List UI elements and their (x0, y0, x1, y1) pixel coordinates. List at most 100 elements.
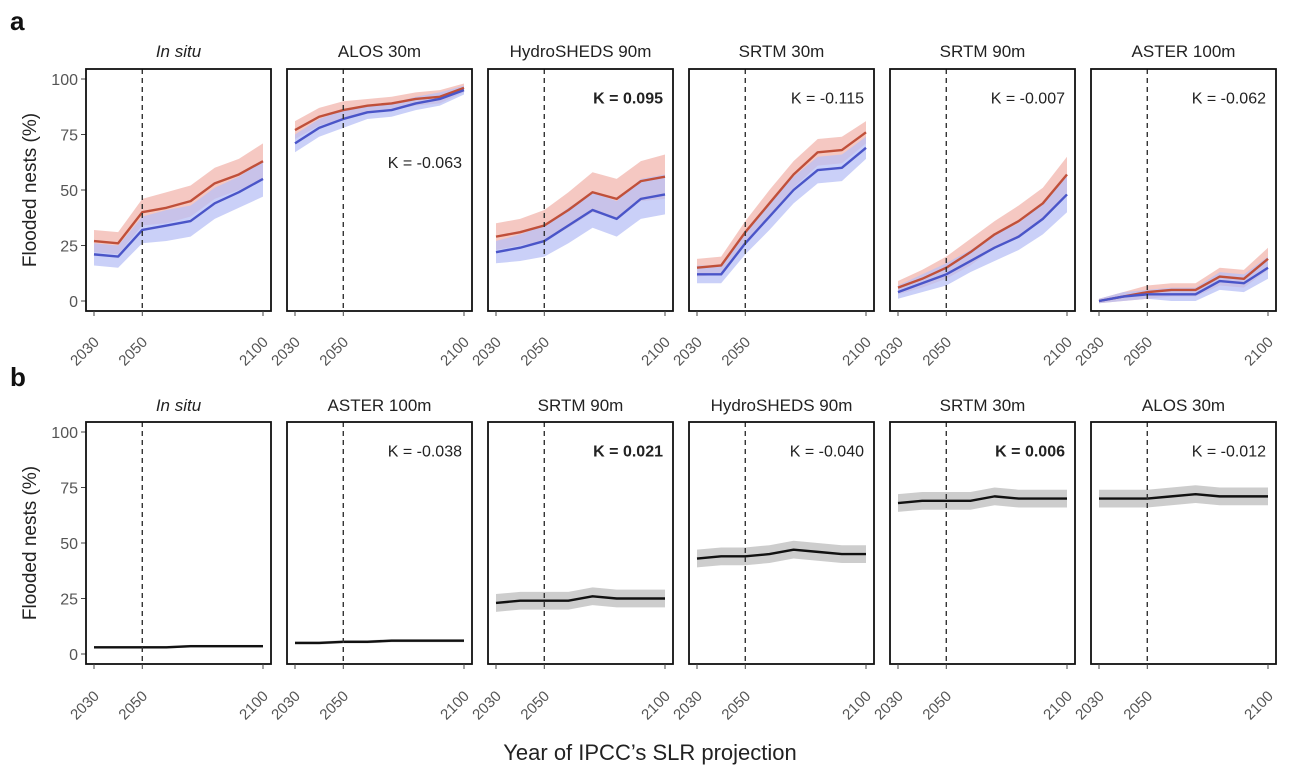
kappa-annotation: K = 0.006 (995, 443, 1065, 460)
panel-data (294, 83, 465, 153)
panel-frame (889, 421, 1076, 665)
x-tick-label: 2100 (638, 688, 674, 724)
ci-band-blue (898, 176, 1067, 299)
x-tick-label: 2100 (236, 334, 272, 370)
panel-b-3: SRTM 90m K = 0.021 2030 2050 2100 (469, 396, 674, 723)
series-line-red (897, 173, 1068, 289)
panel-b-6: ALOS 30m K = -0.012 2030 2050 2100 (1072, 396, 1277, 723)
kappa-annotation: K = -0.062 (1192, 90, 1266, 107)
y-tick-label: 25 (60, 592, 78, 609)
panel-frame (487, 68, 674, 312)
series-line-blue (93, 177, 264, 258)
x-tick-label: 2100 (1040, 334, 1076, 370)
series-line-black (94, 645, 263, 649)
y-tick-label: 100 (51, 72, 78, 89)
panel-b-5: SRTM 30m K = 0.006 2030 2050 2100 (871, 396, 1076, 723)
panel-title: HydroSHEDS 90m (711, 396, 853, 415)
y-tick-label: 75 (60, 481, 78, 498)
panel-a-4: SRTM 30m K = -0.115 2030 2050 2100 (670, 42, 875, 369)
panel-title: SRTM 90m (538, 396, 624, 415)
panel-data (897, 156, 1068, 299)
panel-data (696, 540, 866, 568)
x-tick-label: 2050 (919, 334, 955, 370)
x-tick-label: 2030 (268, 334, 304, 370)
panel-data (495, 587, 665, 612)
y-axis-title: Flooded nests (%) (20, 466, 41, 620)
x-tick-label: 2100 (1241, 334, 1277, 370)
ci-band-blue (697, 136, 866, 284)
y-tick-label: 25 (60, 239, 78, 256)
y-tick-label: 0 (69, 294, 78, 311)
panel-frame (85, 421, 272, 665)
series-line-black (495, 595, 665, 605)
panel-frame (286, 421, 473, 665)
ci-band-blue (1099, 256, 1268, 304)
panel-a-3: HydroSHEDS 90m K = 0.095 2030 2050 2100 (469, 42, 674, 369)
series-line-black (1099, 492, 1268, 500)
kappa-annotation: K = -0.012 (1192, 443, 1266, 460)
kappa-annotation: K = 0.021 (593, 443, 663, 460)
panel-data (495, 154, 666, 264)
x-tick-label: 2050 (316, 334, 352, 370)
x-tick-label: 2100 (1241, 688, 1277, 724)
ci-band-black (697, 540, 866, 568)
x-axis-title: Year of IPCC’s SLR projection (503, 740, 797, 765)
panel-b-1: In situ 2030 2050 2100 (67, 396, 272, 723)
panel-title: SRTM 90m (940, 42, 1026, 61)
x-tick-label: 2050 (718, 688, 754, 724)
panel-data (897, 487, 1067, 512)
x-tick-label: 2030 (67, 334, 103, 370)
y-tick-label: 0 (69, 647, 78, 664)
x-tick-label: 2030 (670, 334, 706, 370)
panel-b-4: HydroSHEDS 90m K = -0.040 2030 2050 2100 (670, 396, 875, 723)
x-tick-label: 2050 (1120, 688, 1156, 724)
panel-frame (1090, 421, 1277, 665)
panel-title: ASTER 100m (328, 396, 432, 415)
panel-frame (1090, 68, 1277, 312)
series-line-red (294, 86, 465, 132)
y-tick-label: 50 (60, 183, 78, 200)
series-line-black (696, 548, 866, 560)
panel-data (295, 639, 464, 645)
ci-band-red (1099, 247, 1268, 304)
series-line-red (93, 160, 264, 245)
y-axis-title: Flooded nests (%) (20, 113, 41, 267)
x-tick-label: 2030 (871, 334, 907, 370)
row-label-b: b (10, 362, 26, 392)
panel-title: SRTM 30m (940, 396, 1026, 415)
series-line-blue (294, 88, 465, 145)
x-tick-label: 2030 (1072, 334, 1108, 370)
x-tick-label: 2100 (839, 334, 875, 370)
kappa-annotation: K = -0.063 (388, 155, 462, 172)
series-line-blue (495, 193, 666, 254)
x-tick-label: 2030 (67, 688, 103, 724)
panel-frame (487, 421, 674, 665)
panel-data (1098, 247, 1269, 304)
ci-band-blue (295, 85, 464, 153)
y-tick-label: 100 (51, 425, 78, 442)
panel-a-6: ASTER 100m K = -0.062 2030 2050 2100 (1072, 42, 1277, 369)
panel-frame (688, 68, 875, 312)
panel-title: In situ (156, 396, 202, 415)
panel-title: HydroSHEDS 90m (510, 42, 652, 61)
kappa-annotation: K = -0.007 (991, 90, 1065, 107)
x-tick-label: 2030 (871, 688, 907, 724)
kappa-annotation: K = -0.040 (790, 443, 864, 460)
series-line-red (696, 131, 867, 269)
x-tick-label: 2030 (670, 688, 706, 724)
x-tick-label: 2050 (115, 334, 151, 370)
y-tick-label: 75 (60, 128, 78, 145)
x-tick-label: 2100 (1040, 688, 1076, 724)
panel-frame (85, 68, 272, 312)
x-tick-label: 2050 (919, 688, 955, 724)
kappa-annotation: K = 0.095 (593, 90, 663, 107)
panel-a-5: SRTM 90m K = -0.007 2030 2050 2100 (871, 42, 1076, 369)
x-tick-label: 2050 (517, 334, 553, 370)
x-tick-label: 2050 (115, 688, 151, 724)
series-line-blue (697, 146, 867, 276)
x-tick-label: 2050 (1120, 334, 1156, 370)
series-line-black (295, 639, 464, 645)
